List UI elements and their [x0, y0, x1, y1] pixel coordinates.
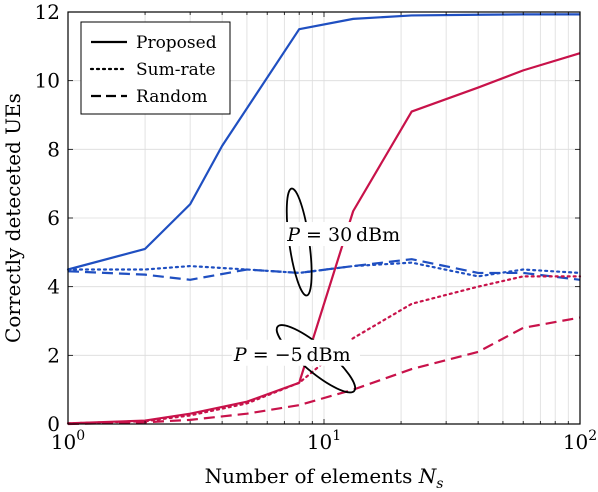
- y-tick-label: 12: [35, 0, 60, 24]
- y-tick-label: 2: [47, 343, 60, 367]
- annotation-label-bg: [231, 339, 360, 366]
- legend-box: [80, 21, 231, 115]
- series-line-p30-solid: [67, 13, 580, 271]
- y-tick-label: 0: [47, 412, 60, 436]
- x-tick-label: 101: [307, 428, 341, 454]
- legend-label: Random: [136, 87, 208, 107]
- y-tick-label: 8: [47, 137, 60, 161]
- y-tick-label: 4: [47, 275, 60, 299]
- annotation-label-bg: [285, 222, 398, 247]
- annotation-label: P = 30 dBm: [286, 224, 400, 246]
- series-line-p30-dashed: [67, 258, 581, 281]
- axis-ticks: 100 101 102 0 2 4 6 8 10 12: [35, 0, 598, 454]
- annotations: P = 30 dBm P = −5 dBm: [231, 187, 400, 394]
- legend: Proposed Sum-rate Random: [80, 21, 231, 115]
- y-axis-label: Correctly deteceted UEs: [1, 93, 25, 343]
- x-axis-label: Number of elements Ns: [205, 464, 444, 492]
- y-tick-label: 6: [47, 206, 60, 230]
- series-line-pm5-solid: [67, 52, 581, 425]
- legend-label: Proposed: [136, 33, 217, 53]
- annotation-label: P = −5 dBm: [233, 344, 351, 366]
- x-tick-label: 100: [51, 428, 85, 454]
- x-tick-label: 102: [563, 428, 597, 454]
- y-tick-label: 10: [35, 69, 60, 93]
- series-line-pm5-dashed: [67, 316, 581, 426]
- legend-label: Sum-rate: [136, 60, 216, 80]
